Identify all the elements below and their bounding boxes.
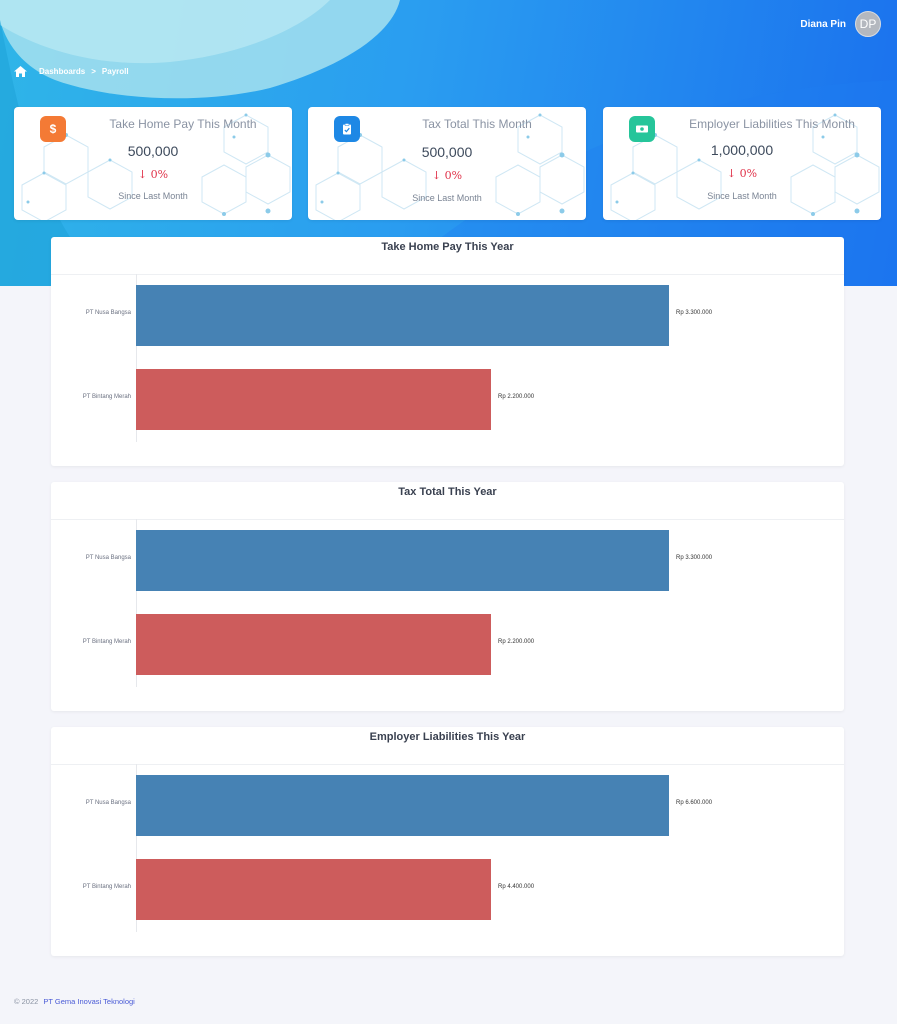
card-title: Take Home Pay This Month: [109, 117, 257, 131]
footer: © 2022 PT Gema Inovasi Teknologi: [14, 997, 135, 1006]
chart-title: Take Home Pay This Year: [381, 241, 514, 253]
hexagon-pattern-decoration: [21, 113, 291, 220]
dollar-icon: $: [40, 116, 66, 142]
breadcrumb-item-dashboards[interactable]: Dashboards: [39, 67, 86, 76]
chart-take-home-pay-this-year: Take Home Pay This Year PT Nusa Bangsa Rp…: [51, 237, 844, 466]
card-since: Since Last Month: [707, 191, 777, 201]
card-title: Tax Total This Month: [422, 117, 532, 131]
hexagon-pattern-decoration: [610, 113, 880, 220]
bar[interactable]: [136, 369, 491, 430]
breadcrumb-item-payroll: Payroll: [101, 67, 129, 76]
arrow-down-icon: ↓: [137, 168, 148, 181]
stat-card-tax-total: Tax Total This Month 500,000 ↓ 0% Since …: [308, 107, 586, 220]
card-change: ↓ 0%: [308, 169, 586, 182]
card-value: 1,000,000: [710, 142, 774, 158]
bar[interactable]: [136, 614, 491, 675]
card-value: 500,000: [421, 144, 473, 160]
card-change-value: 0%: [444, 169, 463, 182]
clipboard-check-icon: [334, 116, 360, 142]
card-since: Since Last Month: [412, 193, 482, 203]
stat-card-take-home-pay: $ Take Home Pay This Month 500,000 ↓ 0% …: [14, 107, 292, 220]
category-label: PT Nusa Bangsa: [85, 800, 131, 806]
arrow-down-icon: ↓: [431, 169, 442, 182]
bar-row: PT Nusa Bangsa Rp 3.300.000: [51, 285, 844, 346]
bar[interactable]: [136, 775, 669, 836]
chart-tax-total-this-year: Tax Total This Year PT Nusa Bangsa Rp 3.3…: [51, 482, 844, 711]
breadcrumb-separator: >: [91, 67, 96, 76]
chart-title: Employer Liabilities This Year: [369, 731, 526, 743]
card-change: ↓ 0%: [14, 168, 292, 181]
bar-row: PT Bintang Merah Rp 4.400.000: [51, 859, 844, 920]
data-label: Rp 6.600.000: [676, 800, 713, 806]
y-axis-line: [136, 519, 137, 687]
bar-row: PT Nusa Bangsa Rp 6.600.000: [51, 775, 844, 836]
category-label: PT Nusa Bangsa: [85, 310, 131, 316]
user-name: Diana Pin: [800, 18, 846, 30]
bar-row: PT Bintang Merah Rp 2.200.000: [51, 614, 844, 675]
category-label: PT Bintang Merah: [82, 394, 131, 400]
category-label: PT Bintang Merah: [82, 639, 131, 645]
home-icon[interactable]: [14, 66, 27, 77]
chart-employer-liabilities-this-year: Employer Liabilities This Year PT Nusa B…: [51, 727, 844, 956]
data-label: Rp 2.200.000: [498, 394, 535, 400]
category-label: PT Bintang Merah: [82, 884, 131, 890]
data-label: Rp 4.400.000: [498, 884, 535, 890]
data-label: Rp 3.300.000: [676, 555, 713, 561]
data-label: Rp 2.200.000: [498, 639, 535, 645]
money-icon: [629, 116, 655, 142]
divider: [51, 519, 844, 520]
data-label: Rp 3.300.000: [676, 310, 713, 316]
card-value: 500,000: [127, 143, 179, 159]
y-axis-line: [136, 764, 137, 932]
footer-copyright: © 2022: [14, 997, 39, 1006]
hexagon-pattern-decoration: [315, 113, 585, 220]
bar[interactable]: [136, 530, 669, 591]
bar[interactable]: [136, 285, 669, 346]
card-change-value: 0%: [150, 168, 169, 181]
footer-company-link[interactable]: PT Gema Inovasi Teknologi: [43, 997, 135, 1006]
divider: [51, 764, 844, 765]
y-axis-line: [136, 274, 137, 442]
bar-row: PT Bintang Merah Rp 2.200.000: [51, 369, 844, 430]
bar[interactable]: [136, 859, 491, 920]
breadcrumb: Dashboards > Payroll: [14, 66, 129, 77]
arrow-down-icon: ↓: [726, 167, 737, 180]
card-since: Since Last Month: [118, 191, 188, 201]
chart-title: Tax Total This Year: [398, 486, 497, 498]
user-menu[interactable]: Diana Pin DP: [800, 11, 881, 37]
card-change: ↓ 0%: [603, 167, 881, 180]
divider: [51, 274, 844, 275]
avatar[interactable]: DP: [855, 11, 881, 37]
category-label: PT Nusa Bangsa: [85, 555, 131, 561]
card-title: Employer Liabilities This Month: [689, 117, 855, 131]
card-change-value: 0%: [739, 167, 758, 180]
stat-card-employer-liabilities: Employer Liabilities This Month 1,000,00…: [603, 107, 881, 220]
svg-text:$: $: [50, 122, 57, 136]
bar-row: PT Nusa Bangsa Rp 3.300.000: [51, 530, 844, 591]
